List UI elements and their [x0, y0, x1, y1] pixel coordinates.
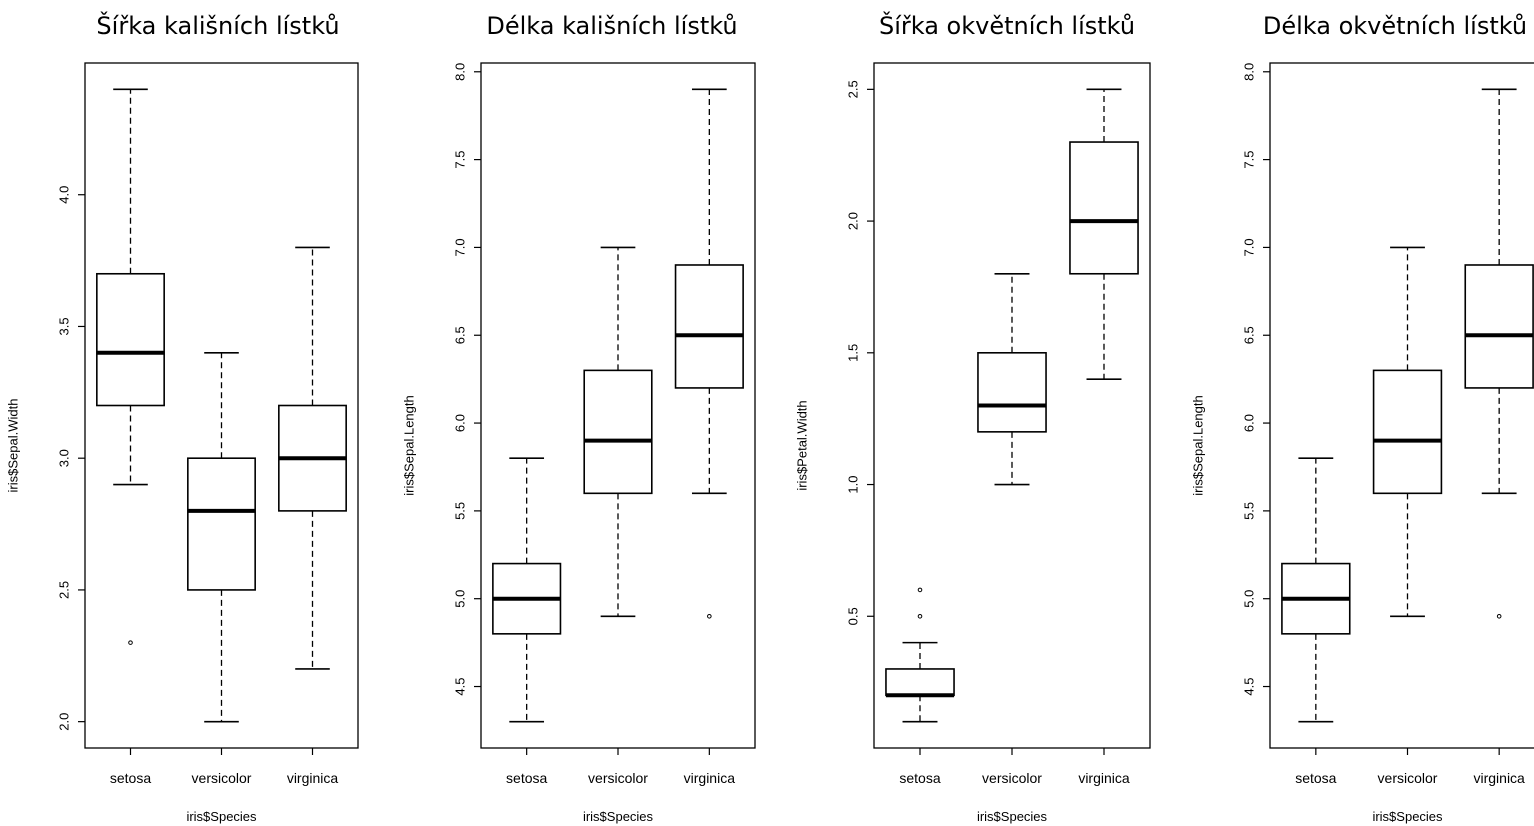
box-setosa: [96, 88, 165, 645]
box-setosa: [1281, 457, 1351, 723]
iqr-box: [96, 272, 165, 407]
y-axis-label: iris$Sepal.Width: [5, 399, 20, 493]
y-tick-label: 6.5: [1241, 326, 1256, 344]
y-tick-label: 6.0: [1241, 414, 1256, 432]
chart-title: Délka kališních lístků: [486, 12, 737, 40]
iqr-box: [977, 352, 1047, 433]
x-tick-label: setosa: [1295, 770, 1336, 786]
y-tick-label: 2.5: [56, 581, 71, 599]
y-tick-label: 4.5: [452, 677, 467, 695]
box-versicolor: [1372, 246, 1443, 618]
iqr-box: [885, 668, 955, 697]
y-tick-label: 5.5: [452, 502, 467, 520]
x-tick-label: setosa: [899, 770, 940, 786]
outlier-point: [917, 613, 923, 619]
y-tick-label: 7.5: [452, 151, 467, 169]
y-tick-label: 5.5: [1241, 502, 1256, 520]
y-tick-label: 7.0: [1241, 238, 1256, 256]
outlier-point: [707, 613, 712, 619]
y-tick-label: 0.5: [845, 607, 860, 625]
y-tick-label: 6.0: [452, 414, 467, 432]
iqr-box: [187, 457, 256, 591]
x-tick-label: versicolor: [982, 770, 1042, 786]
chart-panel-4: Délka okvětních lístků 4.5 5.0 5.5 6.0 6.5 7.0…: [1190, 12, 1534, 824]
y-tick-label: 2.0: [56, 713, 71, 731]
y-tick-label: 7.0: [452, 238, 467, 256]
y-tick-label: 5.0: [452, 590, 467, 608]
x-axis-label: iris$Species: [977, 809, 1048, 824]
box-versicolor: [977, 272, 1047, 486]
y-tick-label: 2.0: [845, 212, 860, 230]
box-setosa: [885, 587, 955, 723]
x-tick-label: virginica: [1078, 770, 1130, 786]
iqr-box: [583, 369, 653, 495]
chart-title: Šířka okvětních lístků: [879, 10, 1135, 40]
y-axis-label: iris$Sepal.Length: [401, 395, 416, 495]
outlier-point: [1496, 613, 1502, 619]
y-tick-label: 3.0: [56, 449, 71, 467]
y-tick-label: 3.5: [56, 317, 71, 335]
y-tick-label: 4.0: [56, 186, 71, 204]
x-axis-label: iris$Species: [583, 809, 654, 824]
chart-panel-3: Šířka okvětních lístků 0.5 1.0 1.5 2.0 2.5 iri…: [794, 10, 1151, 824]
y-tick-label: 7.5: [1241, 151, 1256, 169]
box-virginica: [674, 88, 744, 619]
x-tick-label: versicolor: [1378, 770, 1438, 786]
x-tick-label: virginica: [1473, 770, 1525, 786]
outlier-point: [128, 640, 133, 645]
iqr-box: [1372, 369, 1443, 495]
iqr-box: [674, 264, 744, 389]
x-tick-label: setosa: [110, 770, 151, 786]
x-axis-label: iris$Species: [186, 809, 257, 824]
y-tick-label: 2.5: [845, 80, 860, 98]
box-versicolor: [583, 246, 653, 618]
iqr-box: [1464, 264, 1534, 389]
y-tick-label: 8.0: [1241, 63, 1256, 81]
iqr-box: [1069, 141, 1139, 275]
box-virginica: [278, 246, 347, 670]
box-virginica: [1069, 88, 1139, 380]
chart-panel-1: Šířka kališních lístků 2.0 2.5 3.0 3.5 4.0 iri…: [5, 10, 359, 824]
y-tick-label: 6.5: [452, 326, 467, 344]
box-versicolor: [187, 352, 256, 723]
x-tick-label: setosa: [506, 770, 547, 786]
y-tick-label: 4.5: [1241, 677, 1256, 695]
y-tick-label: 1.0: [845, 475, 860, 493]
y-axis-label: iris$Petal.Width: [794, 400, 809, 490]
box-setosa: [492, 457, 562, 723]
outlier-point: [917, 587, 923, 593]
x-axis-label: iris$Species: [1372, 809, 1443, 824]
x-tick-label: virginica: [287, 770, 339, 786]
y-tick-label: 5.0: [1241, 590, 1256, 608]
y-tick-label: 1.5: [845, 344, 860, 362]
chart-panel-2: Délka kališních lístků 4.5 5.0 5.5 6.0 6.5 7.0…: [401, 12, 756, 824]
y-axis-label: iris$Sepal.Length: [1190, 395, 1205, 495]
x-tick-label: virginica: [684, 770, 736, 786]
x-tick-label: versicolor: [192, 770, 252, 786]
box-virginica: [1464, 88, 1534, 619]
x-tick-label: versicolor: [588, 770, 648, 786]
chart-title: Šířka kališních lístků: [96, 10, 339, 40]
y-tick-label: 8.0: [452, 63, 467, 81]
chart-title: Délka okvětních lístků: [1263, 12, 1527, 40]
